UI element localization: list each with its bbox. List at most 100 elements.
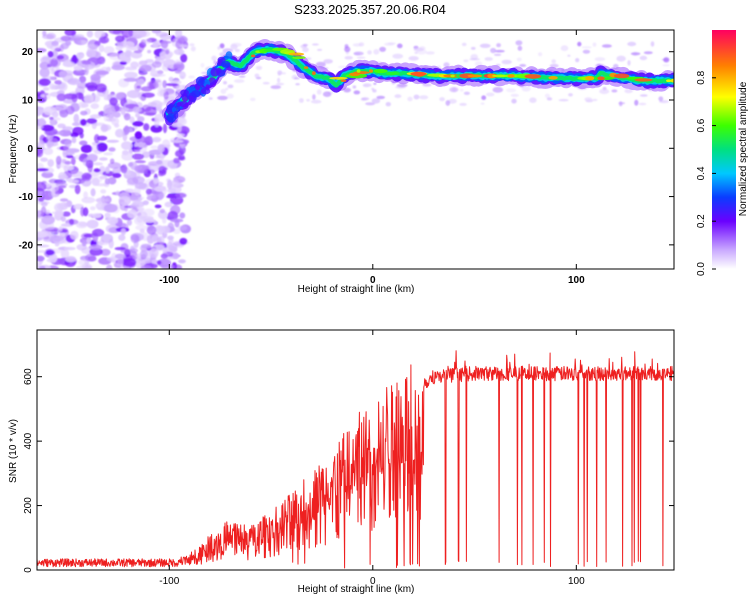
noise-blob xyxy=(58,226,63,233)
noise-blob xyxy=(469,58,481,61)
noise-blob xyxy=(162,217,167,224)
noise-blob xyxy=(262,81,270,85)
noise-blob xyxy=(82,241,87,247)
noise-blob xyxy=(396,83,408,88)
noise-blob xyxy=(115,128,125,138)
noise-blob xyxy=(362,84,369,88)
noise-blob xyxy=(132,176,145,184)
noise-blob xyxy=(90,73,101,82)
noise-blob xyxy=(156,159,163,165)
noise-blob xyxy=(538,52,543,57)
noise-blob xyxy=(365,102,376,106)
noise-blob xyxy=(114,253,126,259)
noise-blob xyxy=(78,259,90,266)
noise-blob xyxy=(94,134,100,144)
noise-blob xyxy=(584,97,593,102)
noise-blob xyxy=(88,244,103,251)
noise-blob xyxy=(407,96,413,102)
noise-blob xyxy=(189,43,195,47)
noise-blob xyxy=(93,168,101,173)
noise-blob xyxy=(159,159,174,168)
ridge-hotspot xyxy=(353,71,370,75)
noise-blob xyxy=(123,125,130,135)
noise-blob xyxy=(650,41,655,47)
noise-blob xyxy=(143,136,151,144)
noise-blob xyxy=(521,86,531,92)
noise-blob xyxy=(577,41,582,47)
noise-blob xyxy=(129,116,135,124)
ridge-signal xyxy=(161,39,674,126)
noise-blob xyxy=(496,43,501,48)
noise-blob xyxy=(130,234,140,244)
noise-blob xyxy=(95,202,104,210)
noise-blob xyxy=(137,141,145,148)
noise-blob xyxy=(490,47,497,54)
ridge-hotspot xyxy=(585,76,595,81)
ridge-hotspot xyxy=(524,74,542,79)
noise-blob xyxy=(461,42,467,47)
noise-blob xyxy=(152,41,159,48)
noise-blob xyxy=(581,46,592,49)
ridge-hotspot xyxy=(251,54,256,58)
noise-blob xyxy=(200,71,209,74)
noise-blob xyxy=(416,48,427,55)
noise-blob xyxy=(81,61,92,65)
ridge-hotspot xyxy=(303,66,309,69)
noise-blob xyxy=(594,57,606,62)
noise-blob xyxy=(76,221,88,229)
noise-blob xyxy=(112,173,122,178)
noise-blob xyxy=(59,198,69,202)
y-tick-label: 200 xyxy=(23,497,34,514)
noise-blob xyxy=(99,157,108,161)
noise-blobs xyxy=(37,30,674,269)
noise-blob xyxy=(180,75,184,79)
noise-blob xyxy=(106,264,113,269)
noise-blob xyxy=(103,112,108,122)
noise-blob xyxy=(106,216,119,225)
snr-y-label: SNR (10 * v/v) xyxy=(8,419,19,483)
noise-blob xyxy=(63,144,71,151)
noise-blob xyxy=(459,102,467,106)
noise-blob xyxy=(73,34,85,39)
y-tick-label: -20 xyxy=(19,240,34,251)
noise-blob xyxy=(302,43,308,47)
noise-blob xyxy=(179,44,189,48)
noise-blob xyxy=(167,188,177,194)
ridge-hotspot xyxy=(288,52,305,56)
noise-blob xyxy=(86,219,99,229)
noise-blob xyxy=(50,68,55,75)
noise-blob xyxy=(511,98,517,104)
noise-blob xyxy=(86,44,100,49)
noise-blob xyxy=(83,191,88,199)
noise-blob xyxy=(72,122,81,127)
noise-blob xyxy=(611,89,618,93)
noise-blob xyxy=(162,80,167,89)
ridge-hotspot xyxy=(369,69,373,73)
noise-blob xyxy=(111,64,125,71)
noise-blob xyxy=(634,99,639,106)
noise-blob xyxy=(37,250,47,253)
noise-blob xyxy=(471,46,476,50)
noise-blob xyxy=(178,51,184,56)
x-tick-label: -100 xyxy=(159,275,179,286)
noise-blob xyxy=(132,200,139,205)
noise-blob xyxy=(38,117,46,127)
noise-blob xyxy=(217,46,221,50)
noise-blob xyxy=(170,218,184,223)
noise-blob xyxy=(66,165,74,171)
noise-blob xyxy=(120,164,128,174)
colorbar-ticks: 0.0 0.2 0.4 0.6 0.8 xyxy=(696,70,716,276)
noise-blob xyxy=(323,59,333,64)
noise-blob xyxy=(180,53,188,63)
noise-blob xyxy=(234,48,241,53)
noise-blob xyxy=(422,83,432,87)
noise-blob xyxy=(139,64,152,72)
noise-blob xyxy=(480,102,485,105)
noise-blob xyxy=(217,95,228,101)
noise-blob xyxy=(135,113,140,118)
noise-blob xyxy=(76,82,89,89)
ridge-hotspot xyxy=(414,71,425,77)
ridge-blob xyxy=(210,68,220,77)
